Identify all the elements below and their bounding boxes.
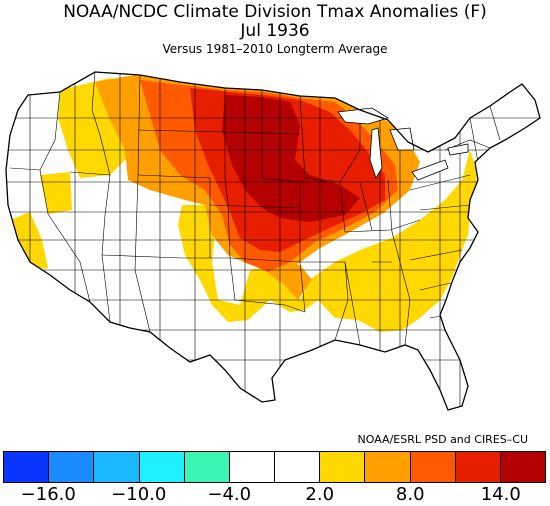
- shade-dark-red: [222, 95, 360, 222]
- colorbar-swatch: [275, 452, 321, 482]
- shade-yellow-southwest: [178, 150, 478, 332]
- map-title: NOAA/NCDC Climate Division Tmax Anomalie…: [63, 2, 487, 22]
- shade-orange-south: [230, 255, 312, 300]
- colorbar-swatch: [4, 452, 50, 482]
- colorbar-tick-label: −4.0: [207, 484, 252, 505]
- colorbar-tick-label: −16.0: [20, 484, 76, 505]
- colorbar-swatch: [229, 452, 276, 482]
- colorbar-tick-label: 2.0: [305, 484, 335, 505]
- colorbar-swatch: [139, 452, 185, 482]
- colorbar-swatch: [365, 452, 411, 482]
- colorbar-swatch: [49, 452, 95, 482]
- colorbar-swatch: [455, 452, 501, 482]
- us-anomaly-map: [5, 71, 541, 411]
- colorbar-tick-label: 14.0: [480, 484, 521, 505]
- map-subtitle: Versus 1981–2010 Longterm Average: [162, 42, 388, 56]
- colorbar-tick-label: −10.0: [111, 484, 167, 505]
- colorbar-swatch: [320, 452, 366, 482]
- map-period: Jul 1936: [240, 21, 310, 41]
- colorbar: [3, 451, 546, 483]
- climate-division-lines: [6, 72, 540, 410]
- colorbar-swatch: [410, 452, 456, 482]
- shade-yellow-idaho: [40, 172, 72, 214]
- anomaly-shading: [6, 72, 540, 410]
- colorbar-swatch: [500, 452, 546, 482]
- colorbar-ticks: −16.0 −10.0 −4.0 2.0 8.0 14.0: [0, 484, 550, 506]
- colorbar-swatch: [184, 452, 230, 482]
- great-lakes: [337, 107, 469, 181]
- colorbar-tick-label: 8.0: [395, 484, 425, 505]
- colorbar-swatch: [94, 452, 140, 482]
- data-credit: NOAA/ESRL PSD and CIRES–CU: [357, 433, 528, 446]
